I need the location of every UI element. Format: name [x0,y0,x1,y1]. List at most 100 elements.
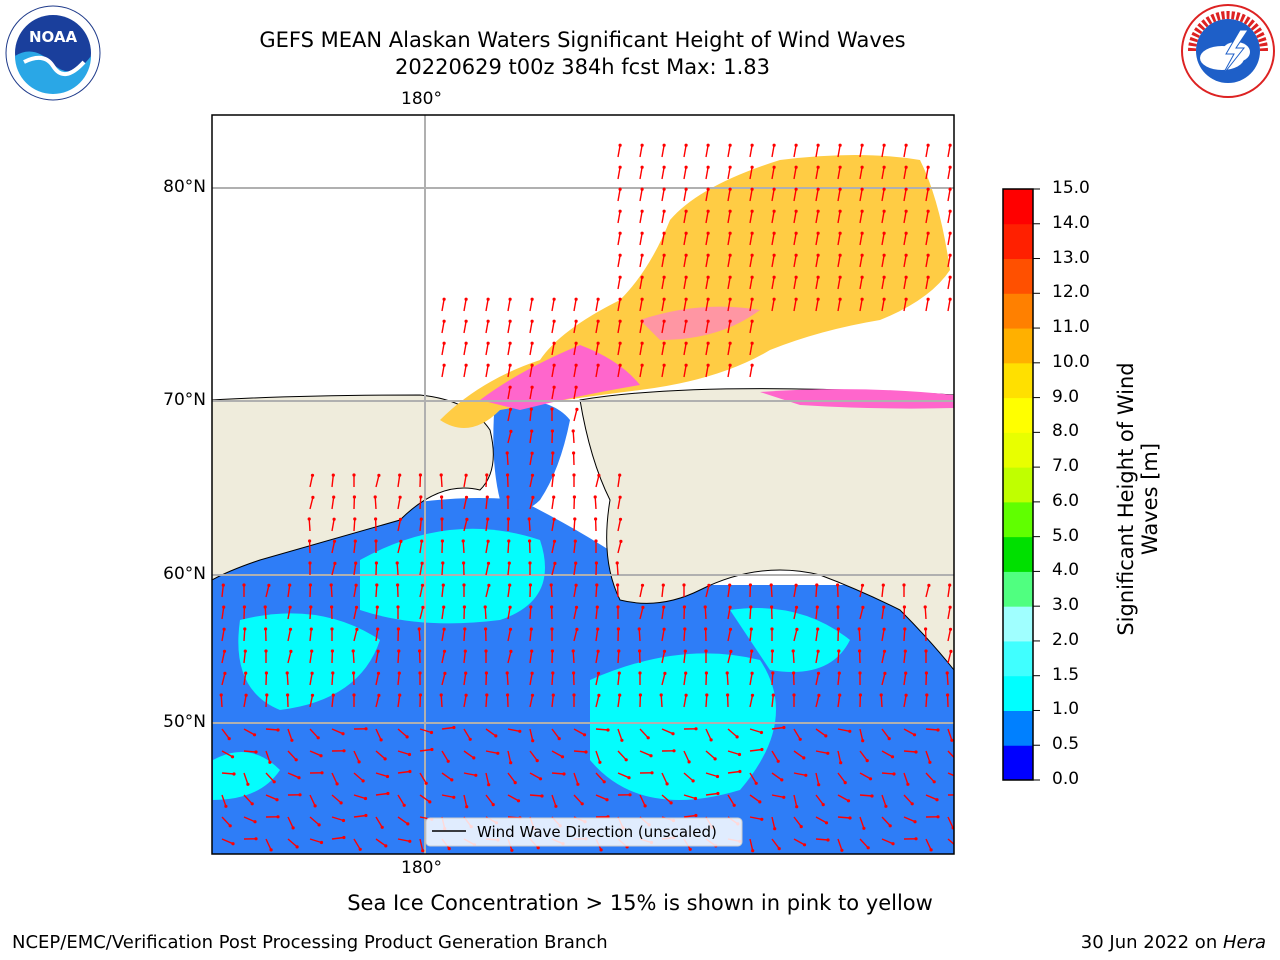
wave-arrow-head [485,495,489,499]
wave-arrow [925,233,929,246]
wave-arrow-head [550,649,555,653]
wave-arrow-head [550,627,554,631]
wave-arrow [375,584,378,598]
wave-arrow-head [228,824,232,828]
wave-arrow [771,277,775,290]
wave-arrow [925,255,929,268]
wave-arrow [925,750,931,763]
wave-arrow-head [770,605,774,609]
wave-arrow [661,607,665,620]
colorbar-tick-label: 0.5 [1052,734,1080,755]
wave-arrow-head [513,781,517,785]
wave-arrow-head [838,143,842,147]
colorbar-tick-label: 8.0 [1052,421,1080,442]
sea-ice-edge [760,389,954,409]
wave-arrow-head [376,671,381,675]
wave-arrow-head [486,297,490,301]
colorbar-segment [1003,328,1033,364]
wave-arrow [903,816,916,823]
wave-arrow-head [402,803,406,807]
wave-arrow-head [528,539,532,543]
wave-arrow-head [948,627,953,631]
wave-arrow-head [310,671,314,675]
wave-arrow-head [640,275,644,279]
wave-arrow [727,167,731,180]
wave-arrow [243,750,257,753]
wave-arrow [572,430,575,444]
wave-arrow-head [693,796,698,801]
colorbar-label: Significant Height of Wind Waves [m] [1114,362,1162,636]
wave-arrow-head [618,495,622,499]
wave-arrow-head [397,649,401,653]
wave-arrow-head [398,693,402,697]
wave-arrow-head [529,407,533,411]
wave-arrow-head [794,143,798,147]
wave-arrow [749,748,762,752]
wave-arrow-head [376,627,380,631]
wave-arrow [419,728,432,734]
wave-arrow-head [903,649,907,653]
wave-arrow-head [364,727,368,731]
wave-arrow [903,277,907,290]
wave-arrow-head [773,827,777,831]
wave-arrow [485,694,488,708]
wave-arrow [859,585,864,598]
wave-arrow [463,794,468,807]
wave-arrow-head [662,275,666,279]
wave-arrow-head [750,341,754,345]
wave-arrow [529,794,543,797]
wave-arrow [243,772,249,785]
wave-arrow [353,541,356,554]
wave-arrow [683,277,687,290]
wave-arrow-head [596,319,600,323]
wave-arrow-head [507,561,511,565]
wave-arrow-head [375,583,379,587]
wave-arrow-head [618,275,622,279]
wave-arrow [485,365,489,378]
wave-arrow [397,770,410,774]
wave-arrow [397,541,402,554]
wave-arrow-head [374,517,378,521]
wave-arrow [792,650,795,664]
wave-arrow-head [729,649,733,654]
wave-arrow [727,233,731,246]
wave-arrow [771,695,774,708]
wave-arrow-head [439,693,443,697]
wave-arrow-head [817,783,821,787]
wave-arrow-head [750,275,754,279]
wave-arrow-head [288,627,293,631]
wave-arrow [397,497,401,510]
wave-arrow-head [550,605,554,609]
wave-arrow [771,794,784,798]
wave-arrow-head [640,187,644,191]
wave-arrow-head [815,605,819,609]
wave-arrow [573,607,578,620]
wave-arrow-head [222,649,227,653]
wave-arrow [330,584,333,598]
wave-arrow [859,772,871,780]
wave-arrow [771,672,774,686]
wave-arrow [815,794,824,806]
wave-arrow [925,694,928,708]
wave-arrow [353,814,366,818]
wave-arrow [837,211,841,224]
wave-arrow [396,562,399,576]
wave-arrow [485,474,488,488]
wave-arrow-head [452,725,456,730]
wave-arrow [353,518,356,532]
wave-arrow-head [948,231,952,235]
wave-arrow [265,694,268,708]
wave-arrow [837,673,840,686]
wave-arrow [859,299,863,312]
wave-arrow [507,321,511,334]
wave-arrow [551,475,554,488]
wave-arrow [705,343,709,356]
wave-arrow-head [596,341,600,345]
wave-arrow [727,629,732,642]
colorbar-tick-label: 14.0 [1052,212,1090,233]
wave-arrow [309,794,316,807]
wave-arrow-head [684,363,688,367]
wave-arrow-head [884,804,888,808]
wave-arrow-head [838,253,842,257]
wave-arrow [925,772,935,783]
